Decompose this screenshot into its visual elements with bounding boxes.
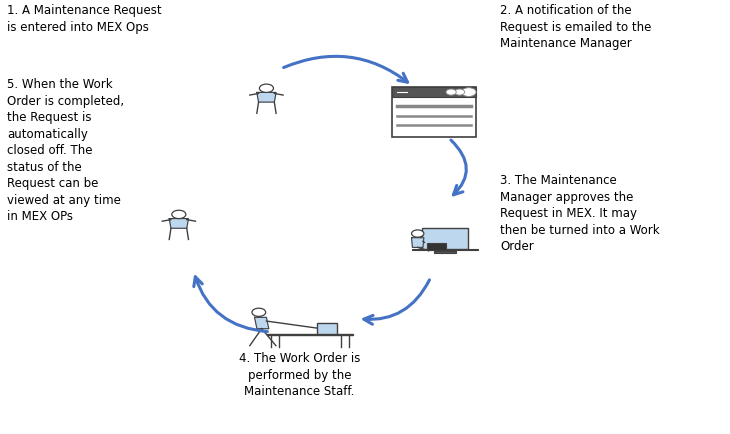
Circle shape — [461, 89, 476, 97]
Polygon shape — [257, 93, 276, 103]
Bar — [317, 323, 337, 334]
Bar — [393, 88, 476, 138]
Bar — [267, 334, 353, 336]
Bar — [426, 243, 447, 251]
Polygon shape — [255, 318, 269, 329]
Bar — [412, 249, 478, 251]
Text: 2. A notification of the
Request is emailed to the
Maintenance Manager: 2. A notification of the Request is emai… — [500, 4, 651, 50]
Bar — [434, 252, 456, 254]
Circle shape — [172, 211, 186, 219]
Polygon shape — [412, 238, 424, 248]
Text: 1. A Maintenance Request
is entered into MEX Ops: 1. A Maintenance Request is entered into… — [7, 4, 162, 34]
Bar — [393, 88, 476, 98]
Circle shape — [412, 230, 424, 238]
Circle shape — [259, 85, 274, 93]
Circle shape — [446, 90, 456, 96]
Text: 5. When the Work
Order is completed,
the Request is
automatically
closed off. Th: 5. When the Work Order is completed, the… — [7, 78, 124, 223]
Bar — [422, 228, 469, 249]
Text: 3. The Maintenance
Manager approves the
Request in MEX. It may
then be turned in: 3. The Maintenance Manager approves the … — [500, 174, 660, 253]
Text: 4. The Work Order is
performed by the
Maintenance Staff.: 4. The Work Order is performed by the Ma… — [239, 352, 360, 398]
Circle shape — [454, 90, 464, 96]
Polygon shape — [169, 219, 188, 229]
Circle shape — [252, 309, 266, 317]
